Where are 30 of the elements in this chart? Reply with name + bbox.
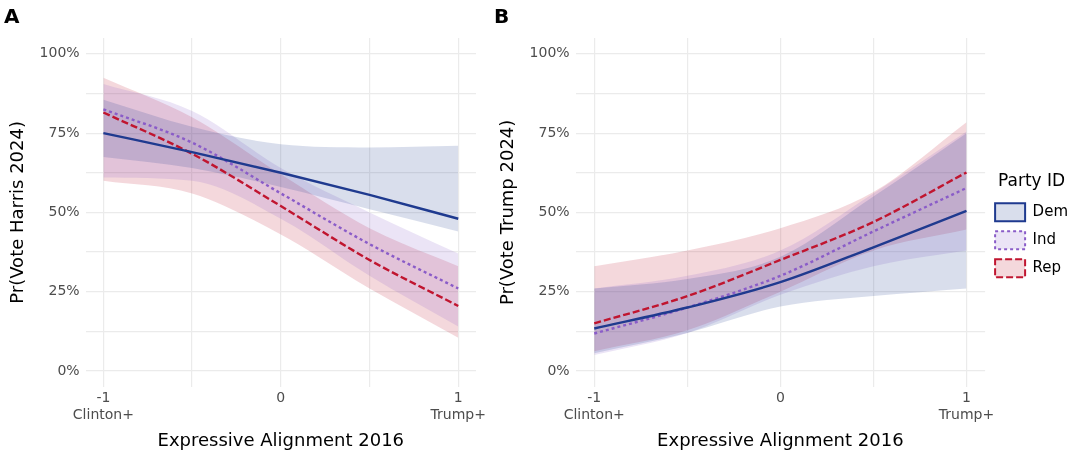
legend-label: Dem bbox=[1032, 202, 1068, 221]
x-tick-label: 1 Trump+ bbox=[429, 388, 486, 422]
y-tick-label: 75% bbox=[48, 123, 80, 140]
line-series bbox=[593, 186, 968, 335]
line-series bbox=[593, 209, 968, 330]
y-tick-label: 50% bbox=[538, 203, 570, 220]
x-tick-label: -1 Clinton+ bbox=[72, 388, 134, 422]
x-tick-label: 1 Trump+ bbox=[937, 388, 995, 422]
y-tick-label: 25% bbox=[538, 282, 570, 299]
y-axis-title: Pr(Vote Harris 2024) bbox=[6, 121, 28, 304]
y-axis-title: Pr(Vote Trump 2024) bbox=[496, 119, 518, 306]
legend-title: Party ID bbox=[997, 169, 1066, 190]
legend-label: Ind bbox=[1032, 230, 1057, 249]
x-tick-label: 0 bbox=[775, 388, 785, 405]
y-tick-label: 100% bbox=[529, 44, 570, 61]
chart-title: B bbox=[494, 4, 510, 29]
x-axis-title: Expressive Alignment 2016 bbox=[157, 428, 405, 450]
y-tick-label: 0% bbox=[547, 361, 570, 378]
y-tick-label: 50% bbox=[48, 203, 80, 220]
y-tick-label: 100% bbox=[39, 44, 80, 61]
x-tick-label: 0 bbox=[276, 388, 286, 405]
x-tick-label: -1 Clinton+ bbox=[563, 388, 625, 422]
line-series bbox=[593, 171, 968, 325]
x-axis-title: Expressive Alignment 2016 bbox=[657, 428, 904, 450]
y-tick-label: 0% bbox=[57, 361, 80, 378]
line-series bbox=[102, 131, 460, 220]
legend-label: Rep bbox=[1032, 258, 1062, 277]
chart-title: A bbox=[4, 4, 20, 29]
y-tick-label: 75% bbox=[538, 123, 570, 140]
y-tick-label: 25% bbox=[48, 282, 80, 299]
